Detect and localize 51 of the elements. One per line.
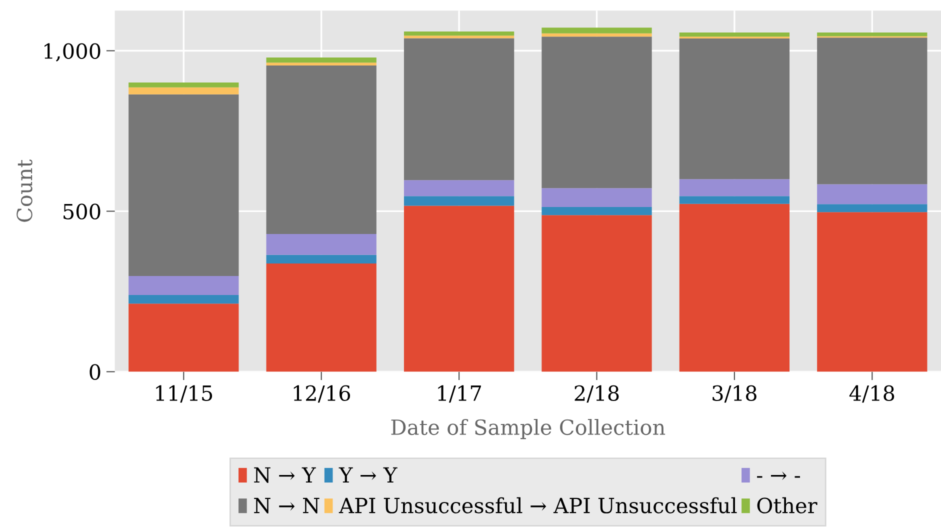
bar (542, 215, 652, 372)
bar (128, 87, 239, 94)
x-tick-label: 1/17 (438, 385, 481, 403)
y-tick-label: 500 (64, 204, 100, 220)
bar (404, 196, 514, 206)
bar (404, 206, 514, 372)
bar (266, 234, 376, 255)
bar (817, 32, 928, 36)
bar (128, 294, 239, 304)
bar (404, 180, 514, 196)
bar (542, 188, 652, 208)
bar (266, 66, 376, 234)
legend-label: - → - (757, 472, 800, 480)
x-tick-label: 11/15 (156, 385, 212, 403)
bar (404, 31, 514, 36)
legend-label: Other (757, 497, 818, 514)
bar (817, 184, 928, 204)
bar (404, 36, 514, 38)
bar (542, 36, 652, 188)
bar (542, 28, 652, 34)
bar (128, 82, 239, 88)
legend-label: N → N (254, 498, 320, 514)
x-tick-label: 2/18 (574, 385, 619, 403)
bar (128, 304, 239, 372)
legend-label: Y → Y (338, 467, 398, 483)
x-tick-label: 4/18 (849, 385, 894, 403)
bar (542, 207, 652, 216)
bar (542, 33, 652, 37)
legend-label: N → Y (254, 467, 316, 483)
x-tick-label: 12/16 (294, 385, 350, 403)
bar (817, 38, 928, 184)
bar (817, 204, 928, 212)
bar (266, 62, 376, 66)
bar (266, 57, 376, 63)
bar (128, 94, 239, 276)
y-axis-title: Count (16, 159, 32, 222)
y-tick-label: 0 (90, 364, 100, 380)
bar (404, 38, 514, 180)
x-tick-label: 3/18 (712, 385, 756, 403)
bar (679, 38, 790, 180)
bar (679, 179, 790, 196)
bar (679, 204, 790, 372)
bar (679, 196, 790, 204)
legend-label: API Unsuccessful → API Unsuccessful (338, 497, 737, 514)
bar (266, 254, 376, 264)
bar (679, 32, 790, 37)
bar (128, 276, 239, 295)
bar (817, 212, 928, 372)
y-tick-label: 1,000 (44, 43, 100, 62)
x-axis-title: Date of Sample Collection (391, 418, 666, 440)
bar (266, 264, 376, 372)
